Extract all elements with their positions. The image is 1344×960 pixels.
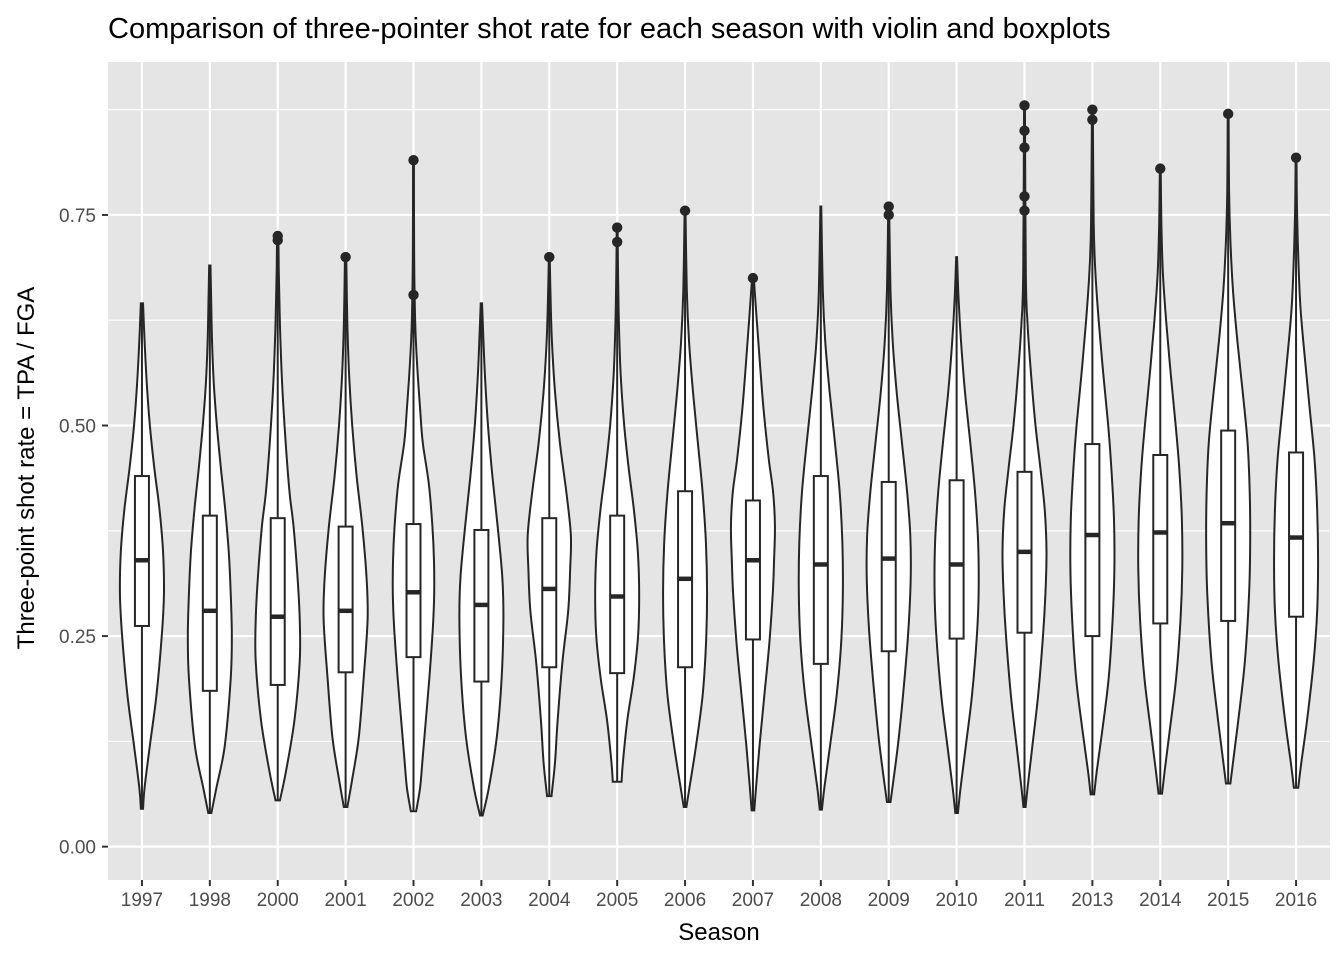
x-axis: 1997 1998 2000 2001 2002 2003 2004 2005 2006 2007… — [121, 880, 1317, 911]
x-tick-label: 2011 — [1004, 890, 1045, 911]
outlier-point-2013 — [1087, 114, 1098, 125]
y-tick-label: 0.75 — [59, 206, 96, 227]
x-tick-label: 2010 — [935, 890, 977, 911]
y-tick-label: 0.00 — [59, 838, 96, 859]
outlier-point-2009 — [883, 209, 894, 221]
outlier-point-2011 — [1019, 142, 1030, 153]
box-2013 — [1084, 443, 1101, 638]
outlier-point-2011 — [1019, 125, 1030, 136]
outlier-point-2002 — [408, 155, 419, 166]
outlier-point-2000 — [272, 230, 283, 242]
x-tick-label: 2016 — [1275, 890, 1317, 911]
box-1998 — [201, 514, 218, 692]
box-2008 — [812, 475, 829, 665]
x-tick-label: 2014 — [1139, 890, 1182, 911]
y-tick-label: 0.25 — [59, 627, 96, 648]
x-tick-label: 2001 — [324, 890, 366, 911]
x-tick-label: 2015 — [1207, 890, 1249, 911]
box-1997 — [133, 475, 150, 627]
outlier-point-2015 — [1222, 108, 1234, 120]
box-2000 — [269, 517, 286, 686]
box-2014 — [1152, 453, 1169, 625]
x-tick-label: 2007 — [732, 890, 774, 911]
x-tick-label: 2004 — [528, 890, 571, 911]
plot-panel — [108, 62, 1330, 880]
box-2001 — [337, 525, 354, 674]
x-tick-label: 2002 — [392, 890, 434, 911]
outlier-point-2002 — [408, 289, 419, 301]
outlier-point-2011 — [1019, 100, 1030, 111]
outlier-point-2011 — [1019, 191, 1030, 202]
outlier-point-2013 — [1087, 104, 1098, 115]
chart-title: Comparison of three-pointer shot rate fo… — [108, 13, 1111, 45]
outlier-point-2001 — [340, 251, 351, 263]
box-2015 — [1220, 429, 1237, 622]
x-tick-label: 2000 — [257, 890, 299, 911]
x-tick-label: 1997 — [121, 890, 163, 911]
x-tick-label: 2006 — [664, 890, 706, 911]
outlier-point-2007 — [747, 272, 759, 284]
x-axis-title: Season — [678, 919, 759, 946]
outlier-point-2006 — [679, 205, 691, 216]
outlier-point-2011 — [1019, 205, 1030, 216]
x-tick-label: 2008 — [800, 890, 842, 911]
outlier-point-2016 — [1290, 152, 1302, 163]
y-axis-title: Three-point shot rate = TPA / FGA — [13, 287, 40, 650]
outlier-point-2004 — [544, 251, 555, 263]
x-tick-label: 1998 — [189, 890, 231, 911]
box-2007 — [744, 499, 761, 641]
outlier-point-2005 — [611, 222, 623, 233]
box-2016 — [1288, 451, 1305, 618]
boxplots — [133, 100, 1305, 816]
box-2009 — [880, 480, 897, 653]
y-axis: 0.00 0.25 0.50 0.75 — [59, 206, 108, 859]
outlier-point-2014 — [1155, 163, 1166, 174]
box-2004 — [541, 517, 558, 669]
outlier-point-2009 — [883, 201, 894, 212]
box-2010 — [948, 479, 965, 640]
outlier-point-2005 — [611, 236, 623, 248]
x-tick-label: 2013 — [1071, 890, 1113, 911]
y-tick-label: 0.50 — [59, 417, 96, 438]
x-tick-label: 2003 — [460, 890, 502, 911]
x-tick-label: 2005 — [596, 890, 638, 911]
x-tick-label: 2009 — [868, 890, 910, 911]
